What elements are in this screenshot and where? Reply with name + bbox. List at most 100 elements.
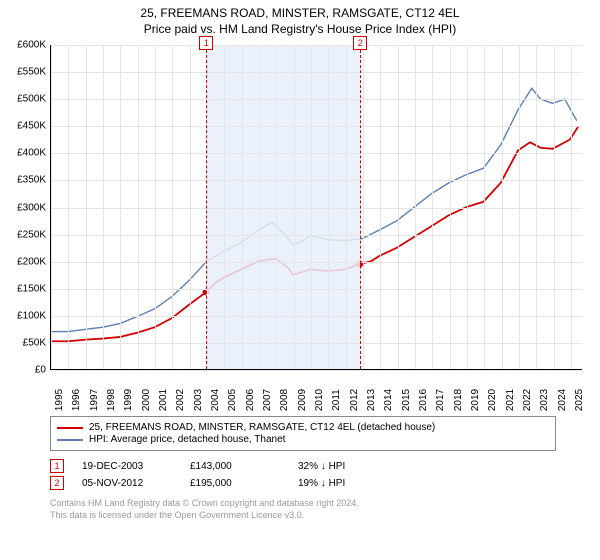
y-tick-label: £100K	[17, 310, 46, 321]
x-gridline	[484, 45, 485, 369]
y-tick-label: £600K	[17, 40, 46, 51]
y-tick-label: £500K	[17, 94, 46, 105]
sales-marker-box: 2	[50, 476, 64, 490]
x-tick-label: 2013	[366, 389, 377, 411]
x-gridline	[190, 45, 191, 369]
x-gridline	[224, 45, 225, 369]
sales-marker-box: 1	[50, 459, 64, 473]
legend-label: HPI: Average price, detached house, Than…	[89, 434, 285, 445]
sales-price: £143,000	[190, 461, 280, 472]
x-tick-label: 2008	[279, 389, 290, 411]
y-gridline	[51, 370, 582, 371]
x-tick-label: 2004	[210, 389, 221, 411]
x-tick-label: 1996	[71, 389, 82, 411]
sales-date: 19-DEC-2003	[82, 461, 172, 472]
x-gridline	[276, 45, 277, 369]
x-gridline	[328, 45, 329, 369]
x-gridline	[51, 45, 52, 369]
y-tick-label: £550K	[17, 67, 46, 78]
chart-title-address: 25, FREEMANS ROAD, MINSTER, RAMSGATE, CT…	[0, 6, 600, 20]
chart-area: 12 £0£50K£100K£150K£200K£250K£300K£350K£…	[10, 40, 590, 410]
x-gridline	[259, 45, 260, 369]
x-tick-label: 2001	[158, 389, 169, 411]
legend-swatch	[57, 427, 83, 429]
legend-row: HPI: Average price, detached house, Than…	[57, 434, 549, 445]
x-tick-label: 2000	[141, 389, 152, 411]
chart-container: { "title": { "line1": "25, FREEMANS ROAD…	[0, 0, 600, 521]
x-gridline	[68, 45, 69, 369]
x-tick-label: 2014	[383, 389, 394, 411]
x-tick-label: 2009	[297, 389, 308, 411]
x-tick-label: 1999	[123, 389, 134, 411]
x-tick-label: 2019	[470, 389, 481, 411]
x-gridline	[155, 45, 156, 369]
x-tick-label: 2021	[505, 389, 516, 411]
x-tick-label: 2015	[401, 389, 412, 411]
x-gridline	[554, 45, 555, 369]
sales-row: 1 19-DEC-2003 £143,000 32% ↓ HPI	[50, 459, 556, 473]
sale-marker-line	[360, 45, 361, 369]
x-gridline	[571, 45, 572, 369]
y-tick-label: £0	[35, 365, 46, 376]
sales-row: 2 05-NOV-2012 £195,000 19% ↓ HPI	[50, 476, 556, 490]
x-gridline	[120, 45, 121, 369]
x-tick-label: 2016	[418, 389, 429, 411]
x-tick-label: 1995	[54, 389, 65, 411]
attribution: Contains HM Land Registry data © Crown c…	[50, 498, 556, 521]
legend-label: 25, FREEMANS ROAD, MINSTER, RAMSGATE, CT…	[89, 422, 435, 433]
legend: 25, FREEMANS ROAD, MINSTER, RAMSGATE, CT…	[50, 416, 556, 451]
x-gridline	[86, 45, 87, 369]
x-gridline	[172, 45, 173, 369]
sales-table: 1 19-DEC-2003 £143,000 32% ↓ HPI 2 05-NOV-201…	[50, 459, 556, 490]
sales-diff: 19% ↓ HPI	[298, 478, 388, 489]
sales-date: 05-NOV-2012	[82, 478, 172, 489]
x-tick-label: 1998	[106, 389, 117, 411]
x-gridline	[432, 45, 433, 369]
x-tick-label: 2024	[557, 389, 568, 411]
y-tick-label: £200K	[17, 256, 46, 267]
x-tick-label: 2010	[314, 389, 325, 411]
legend-swatch	[57, 439, 83, 441]
x-gridline	[536, 45, 537, 369]
y-tick-label: £250K	[17, 229, 46, 240]
attribution-line-2: This data is licensed under the Open Gov…	[50, 510, 556, 522]
x-gridline	[502, 45, 503, 369]
y-tick-label: £350K	[17, 175, 46, 186]
x-tick-label: 2012	[349, 389, 360, 411]
legend-row: 25, FREEMANS ROAD, MINSTER, RAMSGATE, CT…	[57, 422, 549, 433]
x-gridline	[311, 45, 312, 369]
x-gridline	[363, 45, 364, 369]
x-tick-label: 2002	[175, 389, 186, 411]
x-tick-label: 2018	[453, 389, 464, 411]
x-tick-label: 2006	[245, 389, 256, 411]
y-tick-label: £50K	[23, 337, 46, 348]
sale-marker-line	[206, 45, 207, 369]
x-gridline	[103, 45, 104, 369]
x-tick-label: 2017	[435, 389, 446, 411]
chart-title-sub: Price paid vs. HM Land Registry's House …	[0, 22, 600, 36]
sales-price: £195,000	[190, 478, 280, 489]
x-gridline	[450, 45, 451, 369]
sale-marker-box: 2	[353, 36, 367, 50]
sales-diff: 32% ↓ HPI	[298, 461, 388, 472]
x-gridline	[398, 45, 399, 369]
x-gridline	[242, 45, 243, 369]
x-tick-label: 2011	[331, 389, 342, 411]
x-gridline	[467, 45, 468, 369]
x-gridline	[346, 45, 347, 369]
x-tick-label: 1997	[89, 389, 100, 411]
x-gridline	[138, 45, 139, 369]
x-tick-label: 2025	[574, 389, 585, 411]
x-tick-label: 2007	[262, 389, 273, 411]
x-tick-label: 2005	[227, 389, 238, 411]
y-tick-label: £450K	[17, 121, 46, 132]
x-tick-label: 2020	[487, 389, 498, 411]
x-tick-label: 2022	[522, 389, 533, 411]
x-gridline	[519, 45, 520, 369]
x-gridline	[415, 45, 416, 369]
y-tick-label: £400K	[17, 148, 46, 159]
attribution-line-1: Contains HM Land Registry data © Crown c…	[50, 498, 556, 510]
plot-region: 12	[50, 45, 582, 370]
x-tick-label: 2003	[193, 389, 204, 411]
x-gridline	[294, 45, 295, 369]
